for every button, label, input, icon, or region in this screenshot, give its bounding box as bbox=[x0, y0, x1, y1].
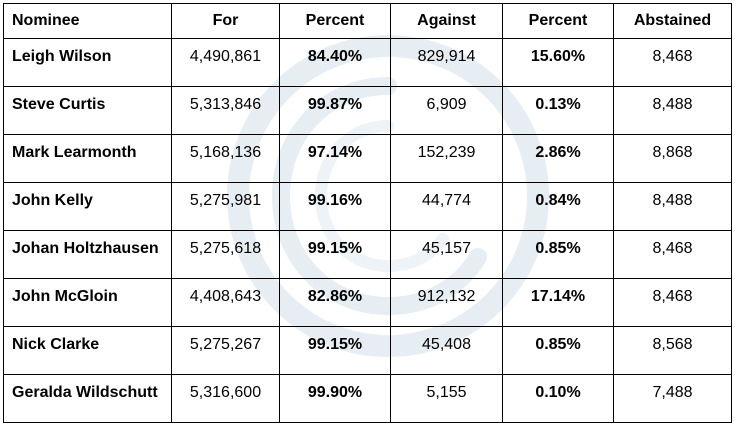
table-row: Geralda Wildschutt 5,316,600 99.90% 5,15… bbox=[3, 374, 732, 423]
against-percent: 2.86% bbox=[502, 134, 614, 183]
against-votes: 152,239 bbox=[390, 134, 503, 183]
against-percent: 0.84% bbox=[502, 182, 614, 231]
nominee-name: John McGloin bbox=[3, 278, 172, 327]
table-row: Steve Curtis 5,313,846 99.87% 6,909 0.13… bbox=[3, 86, 732, 135]
abstained-votes: 8,488 bbox=[613, 86, 732, 135]
for-votes: 5,275,267 bbox=[171, 326, 280, 375]
for-percent: 97.14% bbox=[279, 134, 391, 183]
abstained-votes: 7,488 bbox=[613, 374, 732, 423]
against-votes: 5,155 bbox=[390, 374, 503, 423]
for-percent: 99.90% bbox=[279, 374, 391, 423]
for-votes: 5,275,981 bbox=[171, 182, 280, 231]
table-row: John Kelly 5,275,981 99.16% 44,774 0.84%… bbox=[3, 182, 732, 231]
for-percent: 99.15% bbox=[279, 230, 391, 279]
column-header-nominee: Nominee bbox=[3, 3, 172, 39]
against-percent: 0.85% bbox=[502, 326, 614, 375]
for-percent: 99.15% bbox=[279, 326, 391, 375]
for-percent: 99.87% bbox=[279, 86, 391, 135]
nominee-name: Steve Curtis bbox=[3, 86, 172, 135]
nominee-name: Leigh Wilson bbox=[3, 38, 172, 87]
against-votes: 44,774 bbox=[390, 182, 503, 231]
for-votes: 5,313,846 bbox=[171, 86, 280, 135]
table-row: Leigh Wilson 4,490,861 84.40% 829,914 15… bbox=[3, 38, 732, 87]
against-votes: 45,157 bbox=[390, 230, 503, 279]
table-row: Johan Holtzhausen 5,275,618 99.15% 45,15… bbox=[3, 230, 732, 279]
for-votes: 5,168,136 bbox=[171, 134, 280, 183]
column-header-for-percent: Percent bbox=[279, 3, 391, 39]
column-header-abstained: Abstained bbox=[613, 3, 732, 39]
against-percent: 15.60% bbox=[502, 38, 614, 87]
for-votes: 4,490,861 bbox=[171, 38, 280, 87]
abstained-votes: 8,468 bbox=[613, 278, 732, 327]
for-votes: 4,408,643 bbox=[171, 278, 280, 327]
table-row: John McGloin 4,408,643 82.86% 912,132 17… bbox=[3, 278, 732, 327]
nominee-name: Mark Learmonth bbox=[3, 134, 172, 183]
nominee-name: Nick Clarke bbox=[3, 326, 172, 375]
nominee-name: Geralda Wildschutt bbox=[3, 374, 172, 423]
against-votes: 45,408 bbox=[390, 326, 503, 375]
column-header-against: Against bbox=[390, 3, 503, 39]
against-percent: 0.13% bbox=[502, 86, 614, 135]
column-header-against-percent: Percent bbox=[502, 3, 614, 39]
table-row: Nick Clarke 5,275,267 99.15% 45,408 0.85… bbox=[3, 326, 732, 375]
against-percent: 17.14% bbox=[502, 278, 614, 327]
results-table-body: Leigh Wilson 4,490,861 84.40% 829,914 15… bbox=[3, 38, 732, 423]
abstained-votes: 8,468 bbox=[613, 38, 732, 87]
for-votes: 5,316,600 bbox=[171, 374, 280, 423]
abstained-votes: 8,568 bbox=[613, 326, 732, 375]
against-votes: 829,914 bbox=[390, 38, 503, 87]
abstained-votes: 8,868 bbox=[613, 134, 732, 183]
table-header-row: Nominee For Percent Against Percent Abst… bbox=[3, 3, 732, 39]
vote-results-table: Nominee For Percent Against Percent Abst… bbox=[3, 3, 732, 423]
nominee-name: Johan Holtzhausen bbox=[3, 230, 172, 279]
against-votes: 6,909 bbox=[390, 86, 503, 135]
for-percent: 99.16% bbox=[279, 182, 391, 231]
against-votes: 912,132 bbox=[390, 278, 503, 327]
column-header-for: For bbox=[171, 3, 280, 39]
against-percent: 0.10% bbox=[502, 374, 614, 423]
for-percent: 84.40% bbox=[279, 38, 391, 87]
for-percent: 82.86% bbox=[279, 278, 391, 327]
against-percent: 0.85% bbox=[502, 230, 614, 279]
nominee-name: John Kelly bbox=[3, 182, 172, 231]
abstained-votes: 8,468 bbox=[613, 230, 732, 279]
abstained-votes: 8,488 bbox=[613, 182, 732, 231]
for-votes: 5,275,618 bbox=[171, 230, 280, 279]
results-table-wrapper: Nominee For Percent Against Percent Abst… bbox=[3, 3, 732, 425]
table-row: Mark Learmonth 5,168,136 97.14% 152,239 … bbox=[3, 134, 732, 183]
